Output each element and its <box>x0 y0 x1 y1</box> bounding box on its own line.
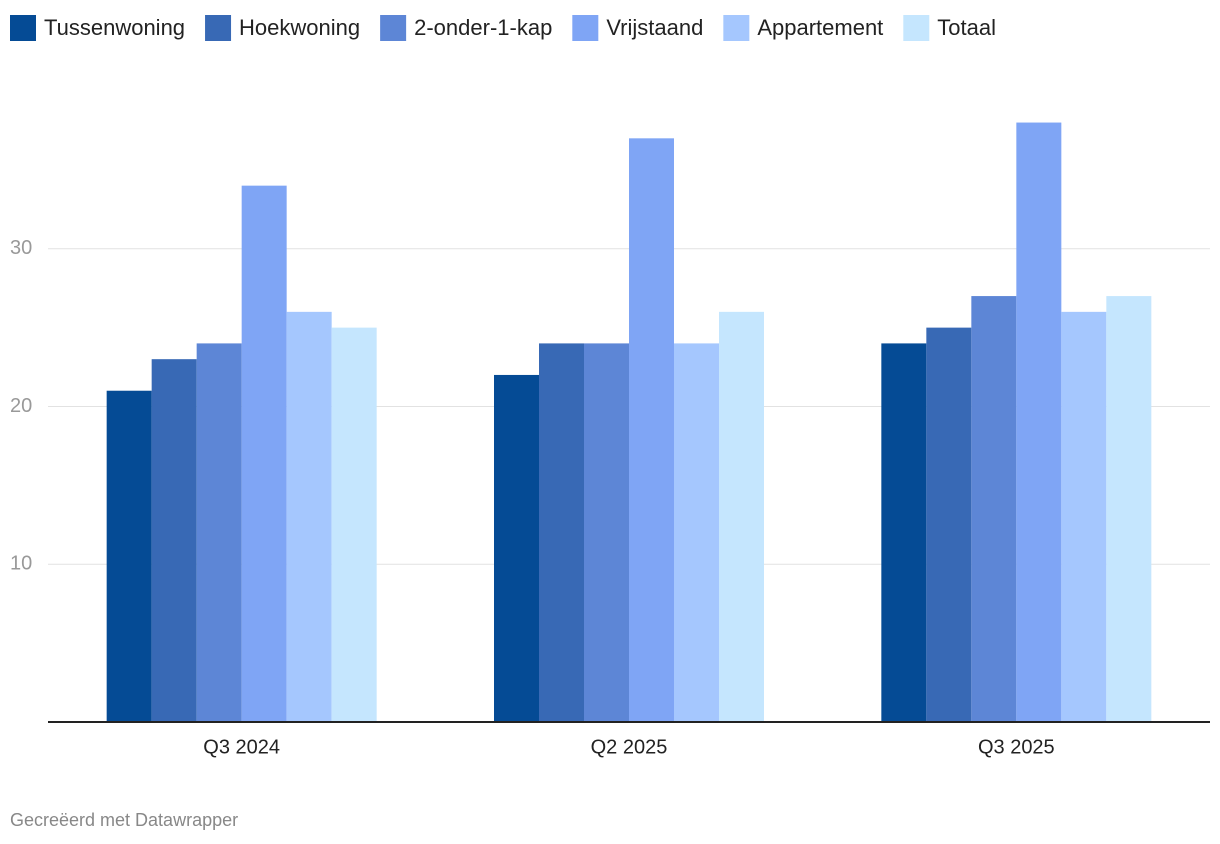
x-tick-label: Q2 2025 <box>591 736 668 758</box>
bar <box>196 343 242 722</box>
legend-swatch <box>380 15 407 41</box>
bar <box>151 359 197 722</box>
bar <box>971 296 1017 722</box>
legend-label: Tussenwoning <box>44 15 185 40</box>
y-tick-label: 20 <box>10 395 32 417</box>
legend-swatch <box>572 15 599 41</box>
bar <box>1016 122 1062 723</box>
bar <box>1061 311 1107 722</box>
bar <box>1106 296 1152 722</box>
bar <box>719 311 764 722</box>
legend-label: Hoekwoning <box>239 15 360 40</box>
bar <box>286 311 332 722</box>
bar <box>584 343 629 722</box>
bar <box>241 185 287 722</box>
legend-label: Totaal <box>937 15 996 40</box>
legend-swatch <box>10 15 36 41</box>
y-tick-label: 30 <box>10 237 32 259</box>
legend-label: Appartement <box>757 15 883 40</box>
y-tick-label: 10 <box>10 553 32 575</box>
x-tick-label: Q3 2025 <box>978 736 1055 758</box>
bar <box>106 390 152 722</box>
legend-label: Vrijstaand <box>606 15 703 40</box>
legend-label: 2-onder-1-kap <box>414 15 552 40</box>
footer: Gecreëerd met Datawrapper <box>10 810 238 830</box>
bar <box>674 343 719 722</box>
bar <box>539 343 584 722</box>
bar <box>331 327 377 722</box>
bar <box>494 374 539 722</box>
bar <box>926 327 972 722</box>
legend-swatch <box>723 15 750 41</box>
legend-swatch <box>205 15 232 41</box>
x-tick-label: Q3 2024 <box>203 736 280 758</box>
bar <box>629 138 674 722</box>
bar <box>881 343 927 722</box>
legend-swatch <box>903 15 930 41</box>
